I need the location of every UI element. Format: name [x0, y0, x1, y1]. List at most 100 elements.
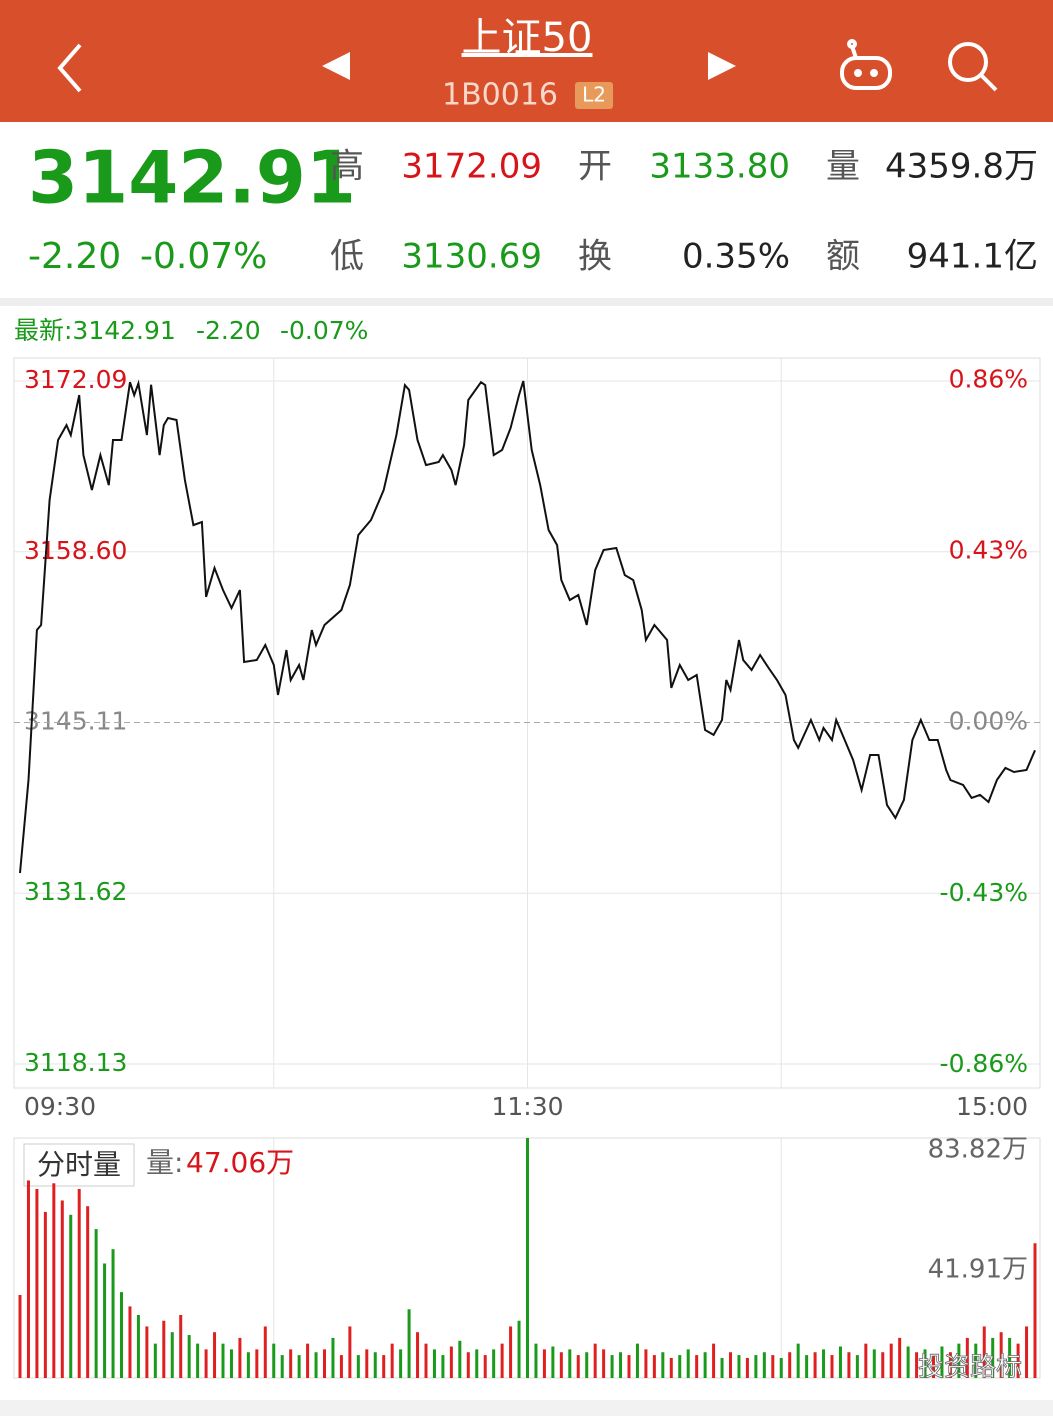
volume-bar — [813, 1352, 817, 1378]
volume-bar — [145, 1326, 149, 1378]
y-tick-label: 83.82万 — [928, 1135, 1028, 1165]
volume-bar — [263, 1326, 267, 1378]
volume-bar — [204, 1349, 208, 1378]
field-label: 高 — [330, 147, 364, 187]
volume-bar — [43, 1211, 47, 1378]
field-value: 4359.8万 — [885, 147, 1038, 187]
volume-bar — [255, 1349, 259, 1378]
stock-code: 1B0016 — [442, 78, 558, 113]
volume-bar — [103, 1263, 107, 1378]
volume-bar — [661, 1352, 665, 1378]
volume-bar — [441, 1355, 445, 1378]
field-value: 0.35% — [682, 237, 790, 277]
volume-bar — [940, 1346, 944, 1378]
y-tick-label: 3131.62 — [24, 877, 127, 906]
volume-bar — [390, 1343, 394, 1378]
field-label: 换 — [578, 237, 612, 277]
volume-bar — [94, 1229, 98, 1378]
field-value: 3172.09 — [401, 147, 542, 187]
volume-bar — [136, 1315, 140, 1378]
volume-bar — [830, 1355, 834, 1378]
volume-bar — [432, 1349, 436, 1378]
latest-label: 最新:3142.91 — [14, 316, 176, 345]
y-tick-label: 3158.60 — [24, 536, 127, 565]
volume-value: 47.06万 — [186, 1146, 294, 1179]
volume-bar — [644, 1349, 648, 1378]
volume-bar — [382, 1355, 386, 1378]
volume-bar — [881, 1352, 885, 1378]
volume-bar — [1008, 1337, 1012, 1378]
volume-bar — [475, 1349, 479, 1378]
x-tick-label: 11:30 — [491, 1092, 563, 1121]
volume-bar — [796, 1343, 800, 1378]
volume-bar — [280, 1355, 284, 1378]
volume-bar — [111, 1249, 115, 1378]
next-button[interactable] — [708, 52, 736, 80]
volume-bar — [407, 1309, 411, 1378]
volume-bar — [196, 1343, 200, 1378]
volume-bar — [449, 1346, 453, 1378]
volume-bar — [1025, 1326, 1029, 1378]
y-tick-label: 3145.11 — [24, 706, 127, 735]
y-tick-label: 41.91万 — [928, 1255, 1028, 1285]
volume-bar — [729, 1352, 732, 1378]
volume-bar — [339, 1355, 343, 1378]
x-tick-label: 15:00 — [956, 1092, 1028, 1121]
robot-icon[interactable] — [840, 39, 892, 90]
volume-bar — [551, 1346, 555, 1378]
volume-bar — [678, 1355, 682, 1378]
volume-bar — [957, 1343, 961, 1378]
volume-bar — [314, 1352, 318, 1378]
field-label: 量 — [826, 147, 860, 187]
search-icon[interactable] — [948, 42, 998, 92]
price: 3142.91 — [28, 136, 356, 220]
price-line — [19, 379, 1036, 874]
field-value: 3130.69 — [401, 237, 542, 277]
volume-bar — [576, 1355, 580, 1378]
volume-bar — [52, 1183, 56, 1378]
volume-bar — [187, 1335, 191, 1378]
volume-bar — [999, 1332, 1003, 1378]
volume-bar — [69, 1214, 73, 1378]
volume-bar — [373, 1352, 377, 1378]
volume-bar — [297, 1355, 301, 1378]
volume-button-bg[interactable] — [23, 1143, 135, 1187]
header-title[interactable]: 上证50 — [462, 15, 593, 61]
change-pct: -0.07% — [140, 236, 267, 277]
volume-bar — [788, 1352, 792, 1378]
volume-bar — [331, 1337, 335, 1378]
volume-button[interactable]: 分时量 — [37, 1148, 121, 1181]
volume-bar — [229, 1349, 233, 1378]
volume-bar — [500, 1343, 504, 1378]
volume-bar — [762, 1352, 766, 1378]
back-button[interactable] — [57, 43, 82, 93]
volume-bar — [779, 1357, 783, 1378]
volume-bar — [466, 1352, 470, 1378]
volume-bar — [720, 1357, 724, 1378]
volume-bar — [323, 1349, 326, 1378]
volume-bar — [635, 1343, 639, 1378]
volume-bar — [805, 1355, 809, 1378]
volume-bar — [855, 1355, 859, 1378]
volume-bar — [1016, 1343, 1020, 1378]
volume-bar — [932, 1355, 935, 1378]
volume-bar — [923, 1349, 927, 1378]
volume-bar — [179, 1315, 183, 1378]
volume-bar — [526, 1138, 529, 1378]
prev-button[interactable] — [322, 52, 350, 80]
volume-bar — [153, 1343, 157, 1378]
volume-bar — [559, 1352, 563, 1378]
y-tick-label: 3172.09 — [24, 365, 127, 394]
volume-bar — [703, 1352, 707, 1378]
volume-bar — [483, 1355, 487, 1378]
volume-bar — [965, 1337, 969, 1378]
volume-bar — [26, 1180, 30, 1378]
volume-bar — [982, 1326, 986, 1378]
volume-bar — [745, 1357, 749, 1378]
volume-bar — [18, 1294, 22, 1378]
y2-tick-label: 0.86% — [949, 364, 1028, 393]
volume-bar — [1033, 1243, 1037, 1378]
y2-tick-label: 0.43% — [949, 535, 1028, 564]
volume-bar — [289, 1349, 293, 1378]
